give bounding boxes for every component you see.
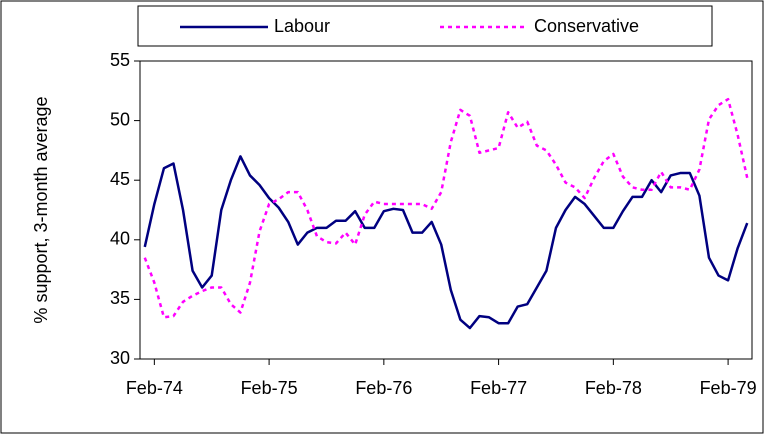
- series-line: [143, 97, 749, 319]
- x-tick-label: Feb-76: [355, 378, 412, 398]
- x-tick-label: Feb-78: [585, 378, 642, 398]
- x-tick-label: Feb-79: [700, 378, 757, 398]
- y-tick-label: 35: [110, 288, 130, 308]
- y-tick-label: 40: [110, 229, 130, 249]
- y-axis-label: % support, 3-month average: [31, 96, 51, 323]
- y-tick-label: 50: [110, 109, 130, 129]
- plot-area: [139, 60, 753, 360]
- legend-label: Conservative: [534, 16, 639, 36]
- y-tick-label: 30: [110, 348, 130, 368]
- y-tick-label: 45: [110, 169, 130, 189]
- series-line: [143, 155, 749, 330]
- y-tick-label: 55: [110, 50, 130, 70]
- x-tick-label: Feb-74: [126, 378, 183, 398]
- x-tick-label: Feb-75: [241, 378, 298, 398]
- x-tick-label: Feb-77: [470, 378, 527, 398]
- legend-label: Labour: [274, 16, 330, 36]
